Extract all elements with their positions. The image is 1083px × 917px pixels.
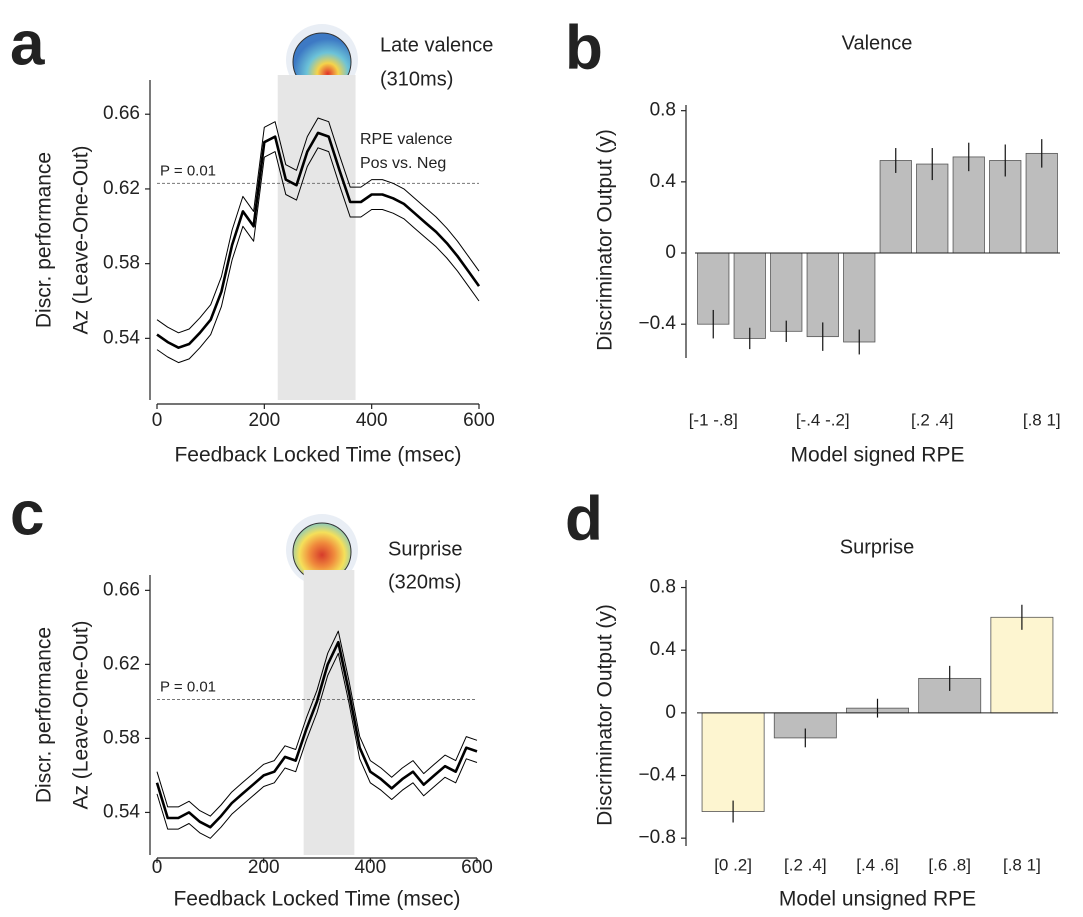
- bar: [770, 252, 803, 332]
- y-axis-label: Discriminator Output (y): [594, 604, 617, 826]
- y-tick-label: 0.4: [650, 639, 677, 660]
- x-tick-label: 200: [248, 857, 280, 878]
- bar: [916, 163, 949, 254]
- mean-line: [156, 131, 481, 349]
- x-tick-label: [.8 1]: [1023, 410, 1061, 429]
- x-tick-label: [.6 .8]: [928, 855, 971, 874]
- annotation: RPE valence: [360, 131, 453, 148]
- bound-line: [156, 630, 478, 817]
- y-tick-label: 0.8: [650, 100, 676, 121]
- bar: [701, 712, 765, 812]
- panel-label: a: [10, 9, 45, 78]
- x-tick-label: 0: [152, 857, 163, 878]
- y-tick-label: 0.4: [650, 171, 677, 192]
- x-tick-label: [-.4 -.2]: [796, 410, 850, 429]
- bound-line: [156, 117, 480, 334]
- y-axis-label: Discr. performance: [33, 152, 56, 328]
- bound-line: [156, 652, 478, 839]
- x-tick-label: [.4 .6]: [856, 855, 899, 874]
- x-tick-label: 600: [461, 857, 493, 878]
- bound-line: [156, 147, 480, 364]
- y-tick-label: 0.62: [103, 178, 140, 199]
- annotation: Late valence: [380, 34, 493, 56]
- threshold-label: P = 0.01: [160, 679, 216, 696]
- x-tick-label: 400: [356, 410, 388, 431]
- y-tick-label: −0.4: [638, 313, 676, 334]
- x-axis-label: Model unsigned RPE: [779, 888, 976, 911]
- y-axis-label: Discriminator Output (y): [594, 129, 617, 351]
- panel-label: d: [565, 484, 603, 553]
- y-tick-label: 0.54: [103, 801, 140, 822]
- y-tick-label: −0.4: [638, 765, 676, 786]
- x-tick-label: [.2 .4]: [911, 410, 954, 429]
- chart-title: Surprise: [840, 536, 914, 558]
- y-tick-label: 0.62: [103, 653, 140, 674]
- shaded-span: [303, 570, 355, 855]
- annotation: Pos vs. Neg: [360, 155, 446, 172]
- bar: [806, 252, 839, 338]
- chart-title: Valence: [842, 32, 913, 54]
- y-tick-label: 0.58: [103, 253, 140, 274]
- x-tick-label: 0: [152, 410, 163, 431]
- y-tick-label: 0.58: [103, 727, 140, 748]
- mean-line: [155, 640, 478, 829]
- bar: [879, 160, 912, 254]
- y-axis-label: Discr. performance: [33, 627, 56, 803]
- annotation: (320ms): [388, 571, 461, 593]
- y-tick-label: 0.8: [650, 577, 676, 598]
- bar: [990, 616, 1054, 714]
- bar: [843, 252, 876, 343]
- x-tick-label: 600: [463, 410, 495, 431]
- x-tick-label: 200: [248, 410, 280, 431]
- annotation: Surprise: [388, 538, 462, 560]
- y-tick-label: 0.66: [103, 103, 140, 124]
- panel-label: c: [10, 479, 44, 548]
- y-tick-label: −0.8: [638, 827, 676, 848]
- x-tick-label: 400: [354, 857, 386, 878]
- x-tick-label: [.2 .4]: [784, 855, 827, 874]
- x-tick-label: [-1 -.8]: [689, 410, 738, 429]
- y-axis-label: Az (Leave-One-Out): [70, 145, 93, 334]
- threshold-label: P = 0.01: [160, 162, 216, 179]
- shaded-span: [277, 75, 356, 400]
- x-axis-label: Feedback Locked Time (msec): [174, 444, 461, 467]
- x-tick-label: [.8 1]: [1003, 855, 1041, 874]
- bar: [1025, 152, 1058, 254]
- y-axis-label: Az (Leave-One-Out): [70, 620, 93, 809]
- bar: [733, 252, 766, 339]
- y-tick-label: 0.54: [103, 327, 140, 348]
- annotation: (310ms): [380, 68, 453, 90]
- x-tick-label: [0 .2]: [714, 855, 752, 874]
- panel-label: b: [565, 13, 603, 82]
- x-axis-label: Feedback Locked Time (msec): [173, 888, 460, 911]
- y-tick-label: 0: [665, 242, 676, 263]
- y-tick-label: 0: [665, 702, 676, 723]
- x-axis-label: Model signed RPE: [791, 444, 965, 467]
- bar: [952, 156, 985, 254]
- y-tick-label: 0.66: [103, 579, 140, 600]
